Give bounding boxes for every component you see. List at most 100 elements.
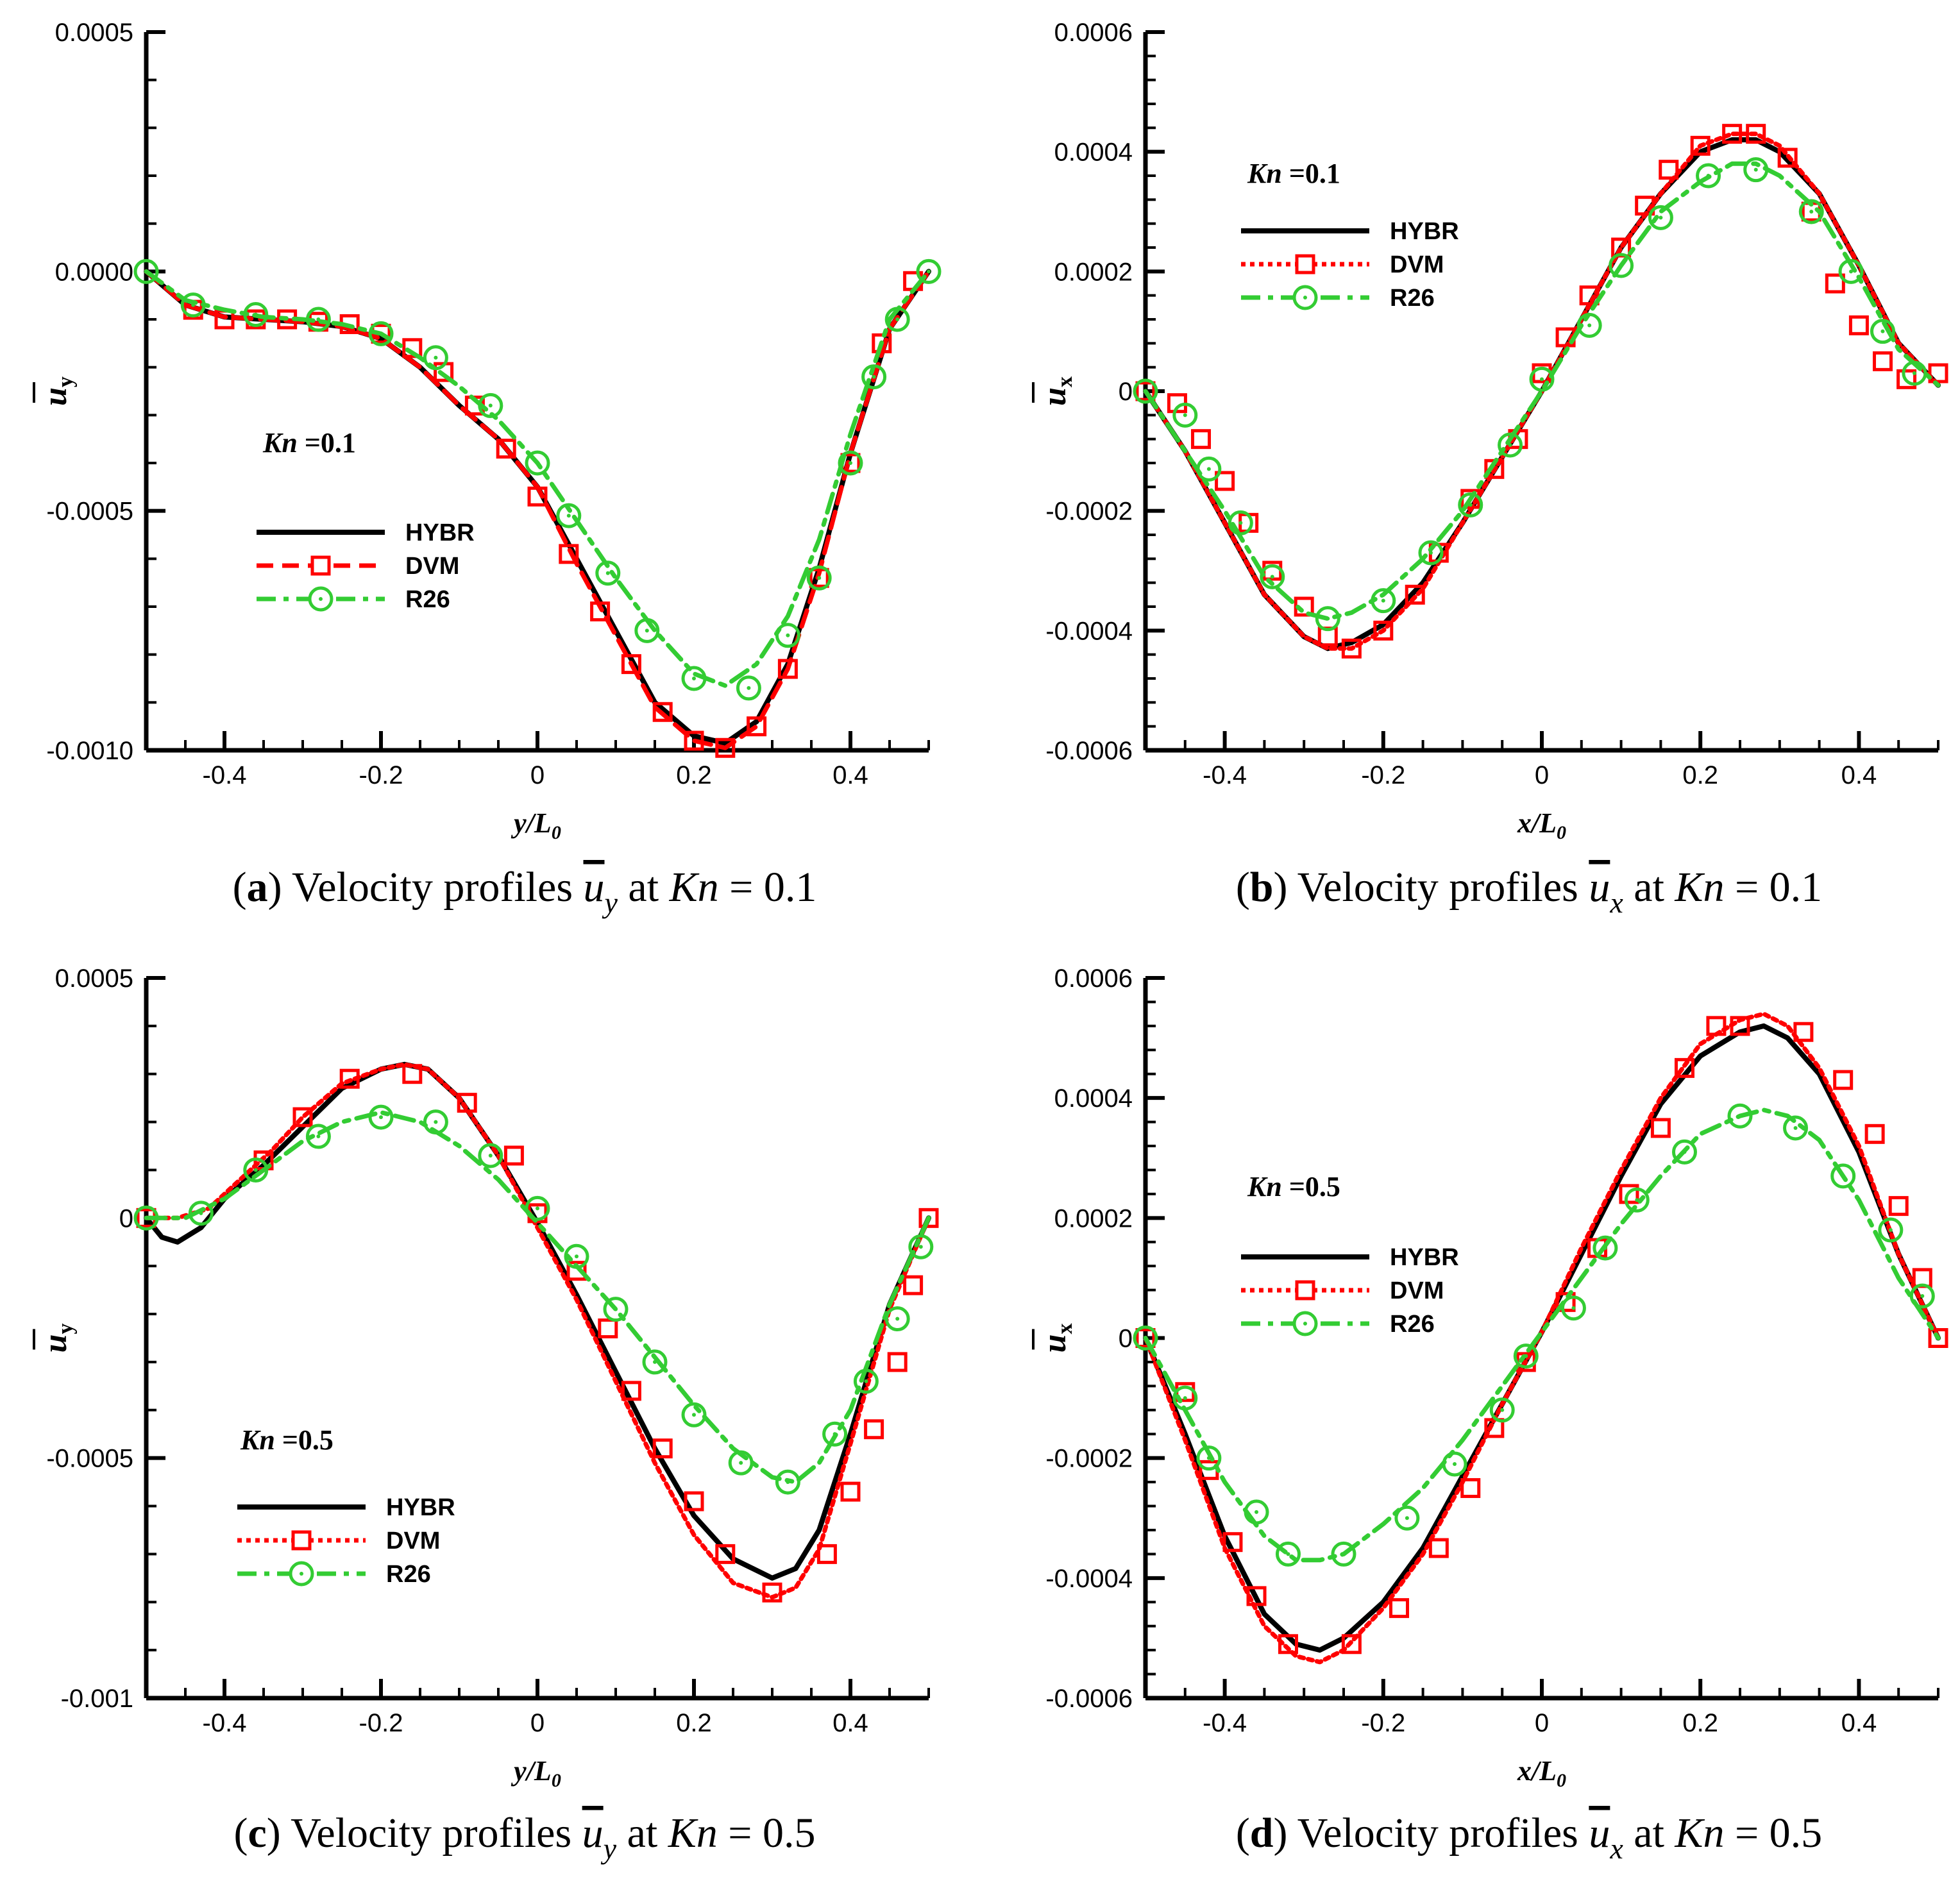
y-tick-label: -0.0004	[1045, 1565, 1133, 1593]
legend-label-r26: R26	[1390, 1311, 1435, 1338]
y-tick-label: 0.0000	[55, 258, 133, 286]
r26-marker	[368, 1104, 394, 1130]
caption-letter: c	[248, 1810, 267, 1857]
caption-text: ) Velocity profiles	[1274, 864, 1589, 911]
dvm-marker	[1460, 1478, 1481, 1498]
r26-marker-dot	[1809, 210, 1814, 214]
y-axis-label: ux	[1032, 1324, 1077, 1352]
kn-annotation: Kn =0.1	[1247, 158, 1340, 189]
r26-marker	[1838, 258, 1864, 284]
r26-marker-dot	[253, 1168, 258, 1172]
y-tick-label: 0.0002	[1054, 258, 1133, 286]
r26-marker	[681, 666, 707, 691]
caption-value: = 0.5	[718, 1810, 816, 1857]
dvm-marker	[1864, 1124, 1885, 1144]
r26-marker-dot	[1524, 1354, 1528, 1358]
r26-marker-dot	[1753, 167, 1758, 172]
r26-marker-dot	[817, 576, 822, 580]
r26-marker-dot	[1238, 521, 1243, 525]
legend-label-hybr: HYBR	[1390, 218, 1459, 245]
x-tick-label: -0.2	[359, 761, 403, 789]
r26-marker-dot	[653, 1360, 657, 1364]
r26-marker	[884, 307, 910, 332]
r26-marker	[423, 345, 448, 371]
dvm-marker	[1135, 1328, 1156, 1348]
y-axis-label-text: uy	[37, 376, 78, 406]
panel-caption: (a) Velocity profiles uy at Kn = 0.1	[233, 864, 817, 919]
x-axis-label-main: y/L	[511, 1755, 552, 1787]
x-axis-label-sub: 0	[552, 1770, 561, 1791]
r26-marker	[1394, 1505, 1420, 1531]
r26-marker-dot	[1841, 1174, 1845, 1178]
dvm-marker	[872, 333, 892, 353]
r26-marker-dot	[1381, 598, 1385, 603]
y-tick-label: -0.0006	[1045, 737, 1133, 765]
dvm-marker	[1848, 315, 1869, 335]
x-tick-label: 0.4	[1841, 1709, 1877, 1737]
r26-marker	[1671, 1139, 1697, 1165]
dvm-marker	[903, 1275, 924, 1295]
dvm-marker	[1746, 124, 1766, 144]
dvm-marker	[1730, 1016, 1750, 1036]
kn-annotation-value: =0.5	[275, 1424, 334, 1456]
x-tick-label: 0.4	[832, 1709, 868, 1737]
r26-marker	[736, 675, 761, 701]
r26-marker-dot	[488, 403, 493, 408]
r26-marker	[1418, 540, 1444, 566]
legend-label-dvm: DVM	[1390, 1277, 1444, 1304]
r26-marker	[1696, 163, 1721, 189]
r26-marker	[775, 623, 800, 648]
dvm-marker	[1825, 273, 1845, 294]
r26-marker-dot	[1571, 1306, 1576, 1310]
x-tick-label: 0	[530, 761, 545, 789]
dvm-marker	[652, 1438, 673, 1459]
r26-marker	[1743, 157, 1769, 183]
dvm-marker	[1722, 124, 1743, 144]
dvm-marker	[1278, 1634, 1298, 1654]
dvm-marker	[1777, 147, 1798, 168]
x-axis-label-main: x/L	[1517, 807, 1557, 839]
y-axis-label-main: u	[1036, 387, 1073, 406]
panel-caption: (c) Velocity profiles uy at Kn = 0.5	[234, 1810, 816, 1865]
y-axis-label-sub: y	[54, 376, 78, 387]
dvm-marker	[621, 654, 641, 675]
dvm-marker	[715, 1544, 736, 1564]
legend-label-dvm: DVM	[1390, 251, 1444, 278]
r26-marker	[423, 1109, 448, 1135]
dvm-marker	[1341, 1634, 1362, 1654]
r26-marker-dot	[1286, 1552, 1290, 1556]
dvm-marker	[1928, 363, 1948, 383]
r26-marker	[1172, 1385, 1198, 1411]
dvm-marker	[809, 568, 829, 588]
dvm-marker	[840, 1481, 861, 1502]
caption-letter: a	[247, 864, 268, 911]
legend-marker-r26-dot	[319, 597, 323, 601]
r26-marker-dot	[895, 317, 900, 321]
y-tick-label: -0.0010	[46, 737, 133, 765]
x-tick-label: 0.2	[676, 761, 712, 789]
chart-panel-a: -0.0010 -0.0005 0.0000 0.0005 -0.4 -0.2 0 0.2 0.…	[33, 19, 942, 919]
r26-marker	[1727, 1103, 1753, 1129]
r26-marker	[775, 1469, 800, 1495]
dvm-marker	[1555, 1292, 1576, 1312]
series-line-r26	[1143, 1107, 1941, 1563]
r26-marker	[1513, 1343, 1539, 1369]
r26-marker-dot	[1619, 264, 1623, 267]
legend-label-r26: R26	[386, 1561, 431, 1588]
y-tick-label: 0.0005	[55, 19, 133, 47]
caption-paren-open: (	[1236, 864, 1250, 911]
y-axis-label-text: ux	[1036, 376, 1077, 406]
r26-marker-dot	[1255, 1510, 1259, 1514]
r26-marker-dot	[1635, 1198, 1639, 1202]
r26-marker-dot	[1500, 1408, 1505, 1412]
r26-marker	[368, 321, 394, 346]
kn-annotation: Kn =0.1	[262, 427, 356, 459]
r26-marker-dot	[566, 514, 571, 518]
r26-marker	[243, 1157, 269, 1183]
dvm-marker	[1706, 1016, 1727, 1036]
r26-marker	[1260, 564, 1285, 589]
dvm-marker	[684, 730, 704, 751]
y-tick-label: 0	[119, 1204, 133, 1233]
